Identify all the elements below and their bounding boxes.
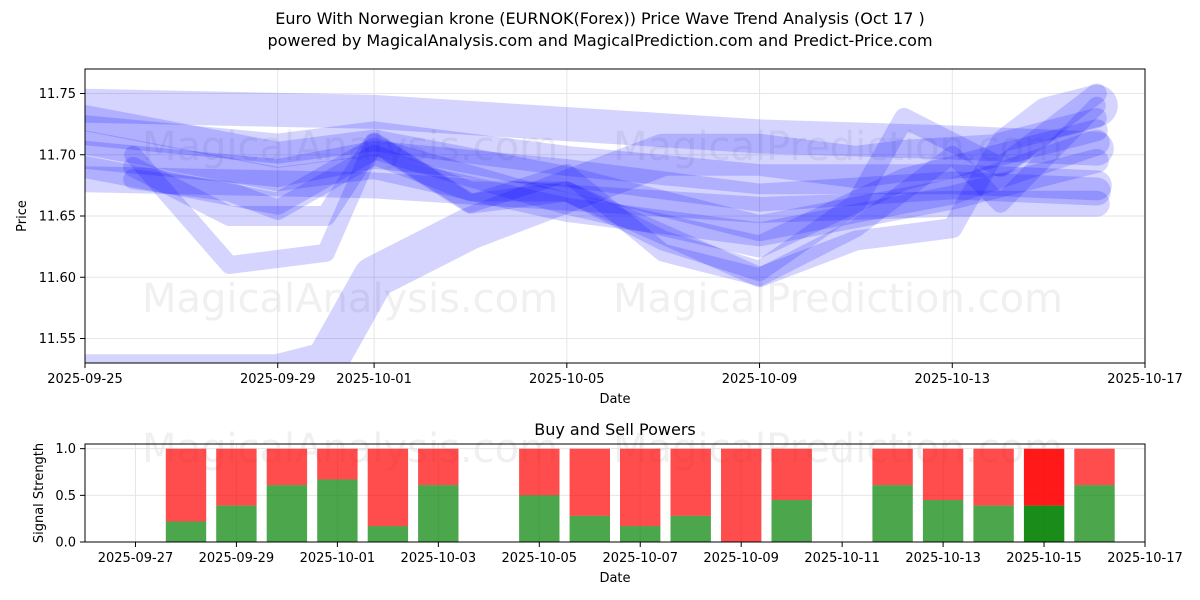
wave-line — [124, 96, 1106, 287]
sell-bar — [771, 448, 812, 500]
y-axis-label: Price — [15, 200, 30, 232]
y-tick-label: 0.5 — [55, 489, 76, 504]
sell-bar — [216, 448, 257, 506]
sell-bar — [266, 448, 308, 486]
buy-bar — [418, 485, 459, 542]
plot-frame — [84, 443, 1146, 543]
wave-line — [85, 84, 1118, 363]
watermark: MagicalAnalysis.com — [142, 276, 558, 322]
x-tick-label: 2025-10-09 — [703, 551, 779, 566]
y-tick-label: 11.55 — [39, 332, 76, 347]
x-tick-label: 2025-09-29 — [199, 551, 275, 566]
wave-line — [85, 119, 1108, 258]
x-tick-label: 2025-09-29 — [240, 372, 316, 387]
y-tick-label: 1.0 — [55, 442, 76, 457]
sell-bar — [973, 448, 1014, 506]
x-tick-label: 2025-09-25 — [47, 372, 123, 387]
buy-bar — [569, 515, 610, 542]
wave-line — [85, 140, 1111, 212]
wave-line — [85, 105, 1110, 242]
wave-line — [85, 166, 1110, 223]
buy-bar — [872, 485, 913, 542]
buy-bar — [519, 495, 560, 542]
x-tick-label: 2025-09-27 — [98, 551, 174, 566]
x-tick-label: 2025-10-05 — [502, 551, 578, 566]
x-tick-label: 2025-10-01 — [336, 372, 412, 387]
x-tick-label: 2025-10-17 — [1107, 551, 1183, 566]
sell-bar — [922, 448, 964, 500]
title-line-1: Euro With Norwegian krone (EURNOK(Forex)… — [275, 9, 925, 28]
title-line-2: powered by MagicalAnalysis.com and Magic… — [267, 31, 933, 50]
sell-bar — [519, 448, 560, 496]
sell-bar — [367, 448, 409, 527]
buy-bar — [317, 479, 358, 542]
x-tick-label: 2025-10-09 — [722, 372, 798, 387]
watermark: MagicalPrediction.com — [613, 124, 1063, 170]
sell-bar — [317, 448, 358, 480]
chart-title: Euro With Norwegian krone (EURNOK(Forex)… — [0, 8, 1200, 52]
wave-line — [123, 108, 1107, 288]
buy-sell-panel: MagicalAnalysis.comMagicalPrediction.com… — [32, 420, 1183, 586]
y-tick-label: 0.0 — [55, 536, 76, 551]
buy-bar — [266, 485, 308, 542]
buy-bar — [973, 505, 1014, 542]
watermark: MagicalPrediction.com — [613, 276, 1063, 322]
x-tick-label: 2025-10-01 — [300, 551, 376, 566]
buy-bar — [165, 521, 207, 542]
x-tick-label: 2025-10-03 — [401, 551, 477, 566]
buy-bar — [922, 500, 964, 542]
y-tick-label: 11.60 — [39, 271, 76, 286]
buy-bar — [367, 526, 409, 542]
wave-line — [85, 130, 1109, 247]
sell-bar — [670, 448, 711, 516]
sell-bar — [1023, 448, 1065, 506]
wave-line — [85, 88, 1114, 166]
buy-sell-title: Buy and Sell Powers — [534, 420, 696, 439]
x-tick-label: 2025-10-13 — [905, 551, 981, 566]
sell-bar — [1074, 448, 1115, 486]
buy-bar — [620, 526, 661, 542]
sell-bar — [569, 448, 610, 516]
buy-bar — [771, 500, 812, 542]
wave-line — [85, 115, 1112, 201]
x-axis-label: Date — [599, 392, 630, 407]
buy-bar — [216, 505, 257, 542]
sell-bar — [872, 448, 913, 486]
wave-line — [123, 83, 1107, 282]
sell-bar — [620, 448, 661, 527]
watermark: MagicalAnalysis.com — [142, 124, 558, 170]
wave-series-group — [85, 83, 1118, 363]
y-tick-label: 11.65 — [39, 210, 76, 225]
buy-bar — [1023, 505, 1065, 542]
price-wave-panel: MagicalAnalysis.com MagicalPrediction.com… — [15, 68, 1183, 407]
x-tick-label: 2025-10-15 — [1006, 551, 1082, 566]
x-tick-label: 2025-10-07 — [602, 551, 678, 566]
buy-bar — [1074, 485, 1115, 542]
sell-bar — [165, 448, 207, 522]
sell-bar — [418, 448, 459, 486]
buy-bar — [670, 515, 711, 542]
x-tick-label: 2025-10-13 — [914, 372, 990, 387]
x-tick-label: 2025-10-17 — [1107, 372, 1183, 387]
sell-bar — [721, 448, 762, 542]
y-tick-label: 11.75 — [39, 87, 76, 102]
x-tick-label: 2025-10-05 — [529, 372, 605, 387]
y-axis-label: Signal Strength — [32, 443, 47, 543]
x-axis-label: Date — [599, 571, 630, 586]
x-tick-label: 2025-10-11 — [804, 551, 880, 566]
y-tick-label: 11.70 — [39, 148, 76, 163]
